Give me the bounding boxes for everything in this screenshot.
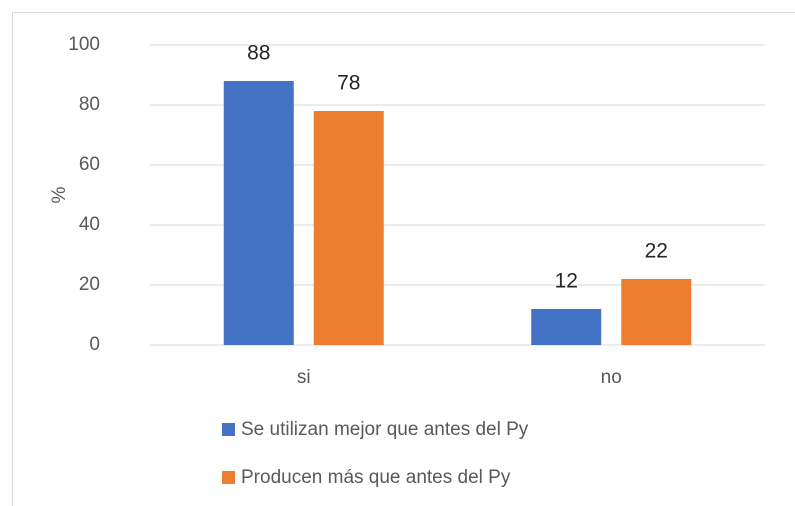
data-label: 78 [337,72,360,95]
y-tick-label: 80 [79,94,100,115]
data-label: 12 [555,270,578,293]
bar [313,111,384,345]
data-label: 88 [247,42,270,65]
legend-swatch [222,423,235,436]
bar [531,309,602,345]
y-tick-label: 40 [79,214,100,235]
x-tick-label: si [297,367,311,388]
y-tick-label: 100 [68,34,100,55]
y-tick-label: 60 [79,154,100,175]
legend-label: Producen más que antes del Py [241,467,511,488]
x-tick-label: no [601,367,622,388]
legend-swatch [222,471,235,484]
y-axis-label: % [49,186,70,203]
chart-border [12,12,795,506]
legend-label: Se utilizan mejor que antes del Py [241,419,529,440]
y-tick-label: 20 [79,274,100,295]
y-tick-label: 0 [89,334,100,355]
bar [223,81,294,345]
data-label: 22 [645,240,668,263]
bar [621,279,692,345]
